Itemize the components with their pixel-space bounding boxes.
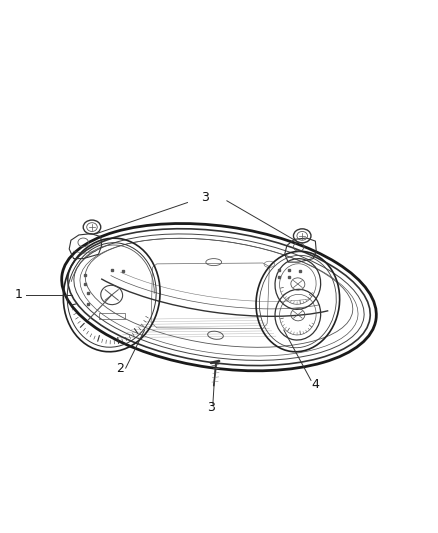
Text: 2: 2 (117, 361, 124, 375)
Text: 1: 1 (14, 288, 22, 302)
Text: 3: 3 (207, 401, 215, 414)
Text: 3: 3 (201, 191, 209, 204)
Text: 4: 4 (311, 378, 319, 391)
